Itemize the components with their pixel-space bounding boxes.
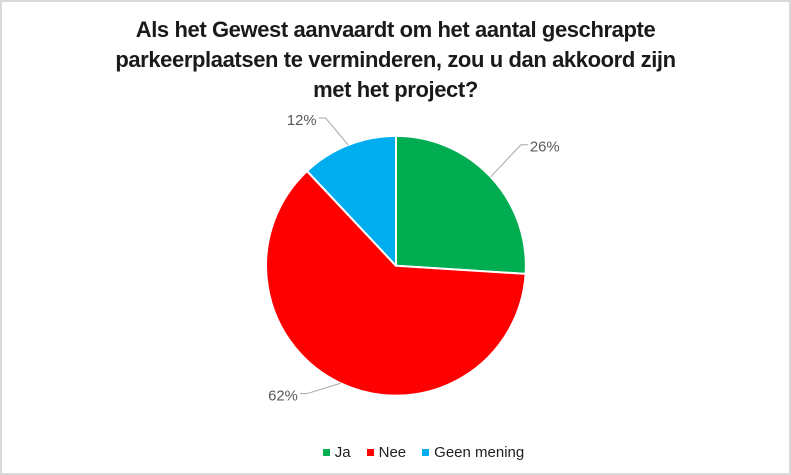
data-labels: 26% 62% 12% — [268, 113, 560, 405]
leader-line-nee — [299, 382, 341, 395]
legend-item-geen-mening: Geen mening — [422, 444, 524, 461]
leader-line-ja — [490, 144, 528, 178]
legend-label-geen-mening: Geen mening — [434, 444, 525, 461]
legend-label-ja: Ja — [334, 444, 351, 461]
legend-label-nee: Nee — [378, 444, 407, 461]
data-label-ja: 26% — [530, 140, 560, 156]
legend: Ja Nee Geen mening — [2, 444, 789, 461]
data-label-nee: 62% — [268, 389, 298, 405]
chart-title-line-1: Als het Gewest aanvaardt om het aantal g… — [135, 17, 656, 42]
pie-slice-geen-mening — [306, 134, 397, 267]
chart-title-line-2: parkeerplaatsen te verminderen, zou u da… — [115, 47, 676, 72]
data-label-geen-mening: 12% — [287, 113, 317, 129]
legend-marker-nee-icon — [366, 449, 374, 456]
legend-marker-geen-mening-icon — [422, 449, 430, 456]
leader-line-geen-mening — [318, 117, 349, 146]
legend-marker-ja-icon — [322, 449, 330, 456]
legend-item-ja: Ja — [322, 444, 351, 461]
chart-title: Als het Gewest aanvaardt om het aantal g… — [2, 15, 789, 105]
pie-slice-ja — [395, 134, 527, 275]
chart-title-line-3: met het project? — [313, 77, 478, 102]
legend-item-nee: Nee — [366, 444, 407, 461]
